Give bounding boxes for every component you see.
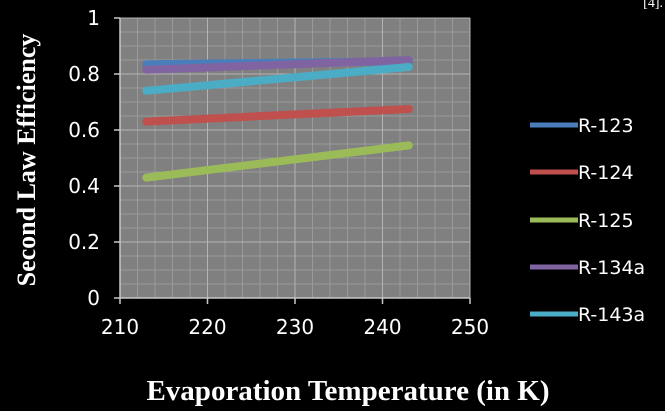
x-axis-label: Evaporation Temperature (in K): [146, 375, 549, 407]
y-axis-label: Second Law Efficiency: [12, 34, 41, 287]
legend-label: R-134a: [578, 257, 645, 279]
y-tick-label: 0.4: [68, 174, 100, 198]
x-tick-label: 240: [363, 315, 401, 339]
x-tick-label: 220: [188, 315, 226, 339]
y-tick-label: 0.2: [68, 230, 100, 254]
y-tick-label: 0: [87, 286, 100, 310]
series-line-r-124: [142, 105, 413, 126]
legend-label: R-125: [578, 210, 634, 232]
corner-note: [4].: [643, 0, 663, 11]
legend-label: R-143a: [578, 304, 645, 326]
y-tick-label: 0.6: [68, 118, 100, 142]
legend-label: R-124: [578, 162, 634, 184]
series-line-r-125: [142, 141, 413, 182]
x-tick-label: 250: [451, 315, 489, 339]
y-tick-label: 1: [87, 6, 100, 30]
axes: [114, 17, 471, 304]
legend: R-123 R-124 R-125 R-134a R-143a: [530, 115, 645, 326]
y-tick-label: 0.8: [68, 62, 100, 86]
x-tick-label: 230: [276, 315, 314, 339]
series-line-r-134a: [142, 56, 413, 74]
series-line-r-143a: [142, 63, 413, 95]
x-tick-labels: 210 220 230 240 250: [101, 315, 489, 339]
x-tick-label: 210: [101, 315, 139, 339]
y-tick-labels: 0 0.2 0.4 0.6 0.8 1: [68, 6, 100, 310]
legend-label: R-123: [578, 115, 634, 137]
series-lines: [142, 56, 413, 182]
